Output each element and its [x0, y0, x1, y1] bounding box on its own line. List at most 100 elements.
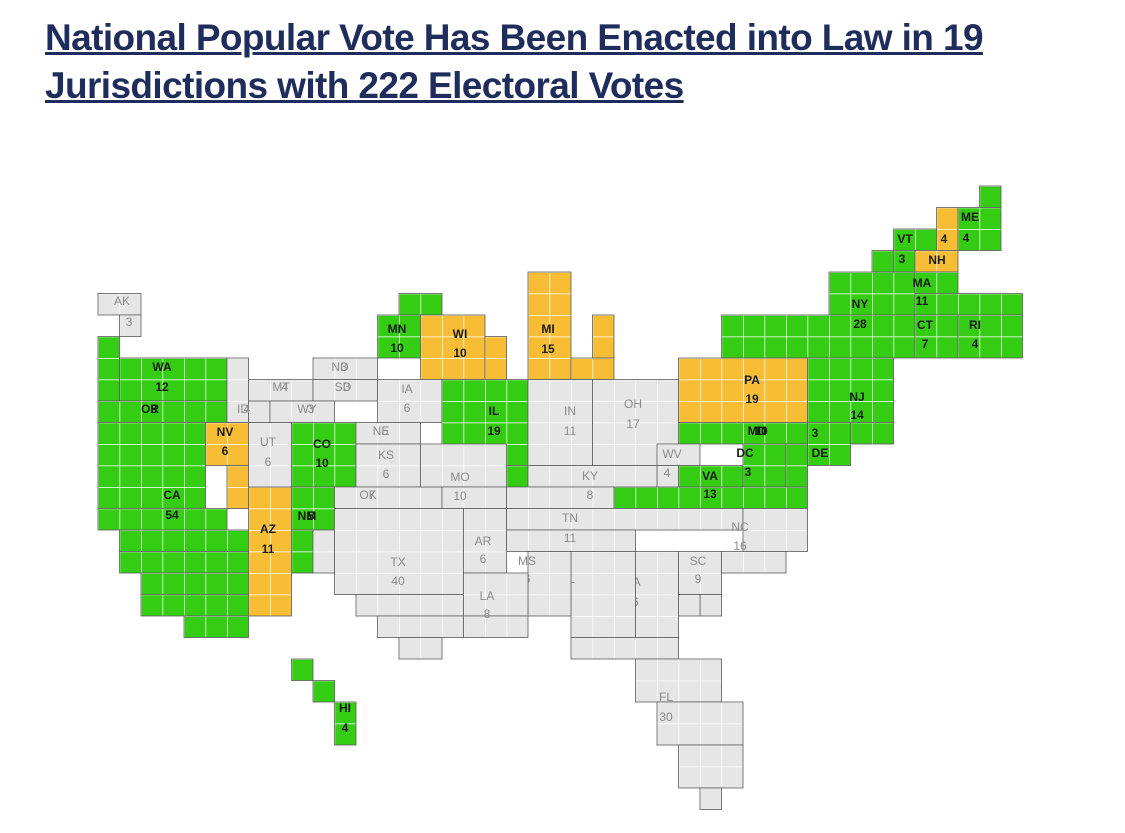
state-grid: [914, 293, 1023, 316]
state-grid: [527, 379, 593, 466]
state-grid: [97, 336, 120, 402]
state-votes: 11: [564, 531, 577, 545]
state-name: KS: [378, 448, 394, 462]
state-grid: [334, 701, 357, 746]
state-grid: [484, 336, 507, 380]
state-name: VT: [897, 232, 913, 246]
state-votes: 4: [244, 402, 251, 416]
state-grid: [119, 357, 228, 402]
state-grid: [850, 422, 894, 445]
state-name: MI: [541, 322, 554, 336]
state-grid: [463, 572, 529, 617]
state-name: NC: [731, 520, 749, 534]
state-grid: [699, 594, 722, 617]
state-votes: 10: [453, 489, 467, 503]
state-votes: 3: [745, 465, 752, 479]
state-votes: 4: [282, 380, 289, 394]
state-votes: 3: [308, 402, 315, 416]
state-name: KY: [582, 469, 598, 483]
state-name: TN: [562, 511, 578, 525]
state-grid: [527, 271, 572, 380]
state-grid: [656, 701, 744, 746]
state-grid: [398, 637, 443, 660]
state-grid: [742, 443, 787, 488]
state-votes: 11: [916, 294, 929, 308]
state-grid: [355, 443, 421, 488]
state-grid: [957, 207, 1002, 251]
state-name: MD: [748, 424, 767, 438]
title: National Popular Vote Has Been Enacted i…: [45, 17, 984, 106]
state-votes: 6: [404, 401, 411, 415]
state-votes: 3: [899, 252, 906, 266]
state-votes: 4: [664, 466, 671, 480]
state-grid: [291, 529, 314, 574]
state-grid: [721, 551, 787, 574]
state-grid: [979, 185, 1002, 208]
state-votes: 8: [151, 402, 158, 416]
state-grid: [635, 551, 679, 638]
state-grid: [312, 680, 335, 703]
state-grid: [97, 508, 228, 531]
state-grid: [97, 400, 228, 423]
state-votes: 10: [315, 456, 329, 470]
state-votes: 8: [587, 488, 594, 502]
state-name: ME: [961, 210, 979, 224]
state-name: WI: [453, 327, 468, 341]
state-votes: 9: [695, 572, 702, 586]
state-name: SD: [335, 380, 352, 394]
state-grid: [678, 422, 808, 445]
state-grid: [742, 508, 808, 552]
state-name: DC: [736, 446, 754, 460]
state-name: HI: [339, 701, 351, 715]
state-name: OK: [359, 488, 376, 502]
state-name: ND: [331, 360, 349, 374]
state-name: DE: [812, 446, 829, 460]
state-name: MA: [913, 276, 932, 290]
state-grid: [119, 529, 249, 552]
state-grid: [140, 594, 249, 617]
state-name: WY: [297, 402, 316, 416]
state-votes: 40: [391, 574, 405, 588]
state-grid: [914, 314, 959, 359]
state-votes: 6: [222, 444, 229, 458]
state-votes: 10: [390, 341, 404, 355]
state-name: ID: [237, 402, 249, 416]
state-votes: 10: [453, 346, 467, 360]
state-grid: [334, 486, 443, 509]
state-grid: [420, 314, 486, 380]
state-grid: [570, 551, 636, 638]
state-votes: 7: [922, 337, 929, 351]
state-name: CA: [163, 488, 181, 502]
state-name: NM: [298, 509, 317, 523]
state-votes: 15: [541, 342, 555, 356]
state-name: AZ: [260, 522, 276, 536]
state-name: CO: [313, 437, 331, 451]
state-name: TX: [390, 555, 405, 569]
state-grid: [248, 400, 271, 423]
state-grid: [355, 594, 464, 617]
state-grid: [119, 551, 249, 574]
state-grid: [957, 314, 1023, 359]
state-grid: [226, 465, 249, 509]
state-grid: [807, 422, 851, 466]
state-grid: [140, 572, 249, 595]
state-votes: 4: [963, 231, 970, 245]
state-votes: 16: [733, 539, 747, 553]
state-name: NJ: [849, 390, 864, 404]
state-votes: 5: [308, 509, 315, 523]
state-name: NV: [217, 425, 234, 439]
state-name: MN: [388, 322, 407, 336]
state-grid: [248, 422, 292, 488]
state-name: VA: [702, 469, 718, 483]
state-votes: 3: [341, 360, 348, 374]
state-votes: 5: [382, 424, 389, 438]
state-votes: 10: [754, 424, 768, 438]
state-grid: [871, 250, 894, 273]
state-grid: [377, 379, 443, 423]
state-name: LA: [480, 589, 495, 603]
state-name: UT: [260, 435, 277, 449]
state-grid: [291, 422, 357, 488]
state-name: IL: [489, 404, 500, 418]
state-grid: [785, 443, 808, 488]
